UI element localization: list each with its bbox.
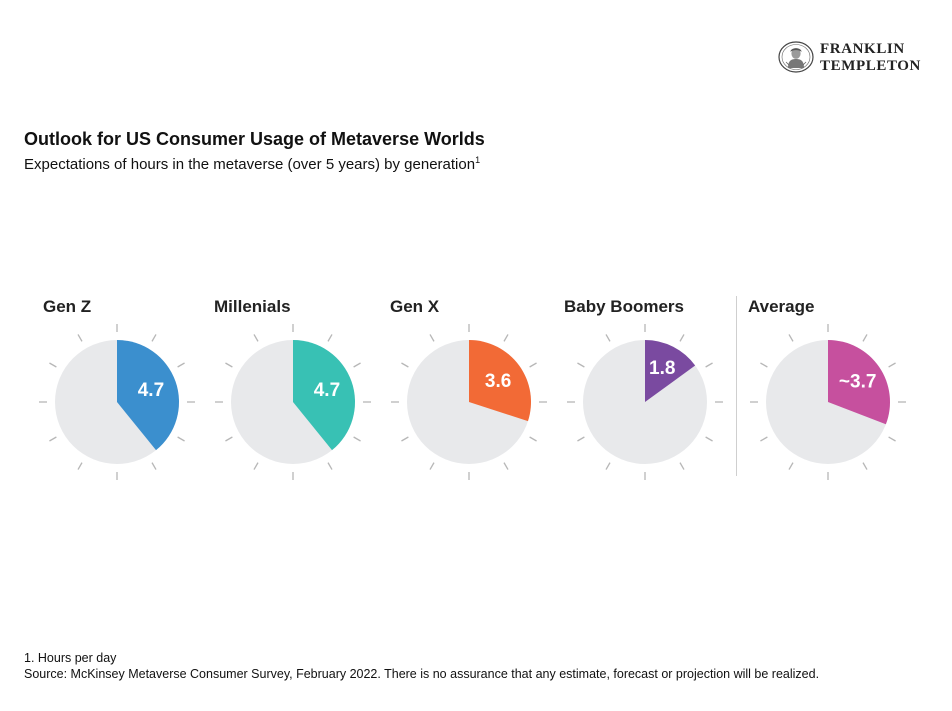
dial-tick-average bbox=[888, 436, 896, 442]
source-note: Source: McKinsey Metaverse Consumer Surv… bbox=[24, 667, 820, 681]
dial-tick-gen-x bbox=[529, 436, 537, 442]
dial-tick-gen-z bbox=[151, 462, 157, 470]
dial-tick-gen-z bbox=[177, 362, 185, 368]
dial-value-label-gen-x: 3.6 bbox=[485, 371, 511, 392]
dial-slice-gen-x bbox=[469, 340, 531, 422]
dial-tick-gen-x bbox=[503, 462, 509, 470]
dial-tick-baby-boomers bbox=[605, 334, 611, 342]
average-divider bbox=[736, 296, 737, 476]
dial-tick-baby-boomers bbox=[605, 462, 611, 470]
dial-tick-gen-x bbox=[429, 462, 435, 470]
dial-tick-baby-boomers bbox=[705, 436, 713, 442]
dial-tick-gen-x bbox=[529, 362, 537, 368]
dial-value-label-baby-boomers: 1.8 bbox=[649, 358, 675, 379]
dial-value-label-average: ~3.7 bbox=[839, 372, 877, 393]
dial-tick-millenials bbox=[353, 436, 361, 442]
brand-name-line2: TEMPLETON bbox=[820, 58, 921, 74]
dial-slice-average bbox=[828, 340, 891, 425]
dial-tick-millenials bbox=[225, 362, 233, 368]
dial-slice-baby-boomers bbox=[645, 340, 696, 402]
dial-tick-gen-z bbox=[49, 362, 57, 368]
dial-tick-gen-z bbox=[177, 436, 185, 442]
chart-subtitle-text: Expectations of hours in the metaverse (… bbox=[24, 156, 476, 173]
dial-tick-gen-x bbox=[401, 362, 409, 368]
dial-tick-millenials bbox=[327, 462, 333, 470]
chart-title: Outlook for US Consumer Usage of Metaver… bbox=[24, 129, 485, 149]
dial-tick-millenials bbox=[225, 436, 233, 442]
dial-tick-millenials bbox=[327, 334, 333, 342]
label-millenials: Millenials bbox=[214, 297, 291, 316]
dial-slice-gen-z bbox=[117, 340, 179, 451]
chart-subtitle: Expectations of hours in the metaverse (… bbox=[24, 155, 481, 174]
franklin-templeton-logo: FRANKLIN TEMPLETON bbox=[778, 40, 938, 76]
franklin-portrait-seal-icon bbox=[778, 41, 814, 73]
dial-tick-average bbox=[760, 436, 768, 442]
dial-tick-gen-z bbox=[77, 462, 83, 470]
dial-tick-average bbox=[760, 362, 768, 368]
dial-tick-average bbox=[862, 334, 868, 342]
dial-tick-millenials bbox=[353, 362, 361, 368]
dial-slice-millenials bbox=[293, 340, 355, 451]
dial-tick-gen-z bbox=[77, 334, 83, 342]
dial-value-label-millenials: 4.7 bbox=[314, 380, 340, 401]
dial-value-label-gen-z: 4.7 bbox=[138, 380, 164, 401]
dial-tick-gen-x bbox=[503, 334, 509, 342]
dial-tick-average bbox=[788, 462, 794, 470]
dial-tick-baby-boomers bbox=[577, 436, 585, 442]
dial-tick-millenials bbox=[253, 462, 259, 470]
dial-tick-gen-z bbox=[151, 334, 157, 342]
brand-name-line1: FRANKLIN bbox=[820, 41, 905, 57]
dial-tick-gen-x bbox=[429, 334, 435, 342]
footnote: 1. Hours per day bbox=[24, 651, 117, 665]
dial-tick-millenials bbox=[253, 334, 259, 342]
dial-tick-gen-z bbox=[49, 436, 57, 442]
dial-tick-baby-boomers bbox=[705, 362, 713, 368]
dial-tick-baby-boomers bbox=[679, 462, 685, 470]
dial-tick-average bbox=[862, 462, 868, 470]
label-gen-x: Gen X bbox=[390, 297, 440, 316]
label-average: Average bbox=[748, 297, 815, 316]
dial-tick-average bbox=[788, 334, 794, 342]
label-baby-boomers: Baby Boomers bbox=[564, 297, 684, 316]
dial-tick-gen-x bbox=[401, 436, 409, 442]
dial-tick-baby-boomers bbox=[679, 334, 685, 342]
dial-tick-baby-boomers bbox=[577, 362, 585, 368]
dial-tick-average bbox=[888, 362, 896, 368]
label-gen-z: Gen Z bbox=[43, 297, 92, 316]
subtitle-footnote-marker: 1 bbox=[475, 155, 481, 165]
